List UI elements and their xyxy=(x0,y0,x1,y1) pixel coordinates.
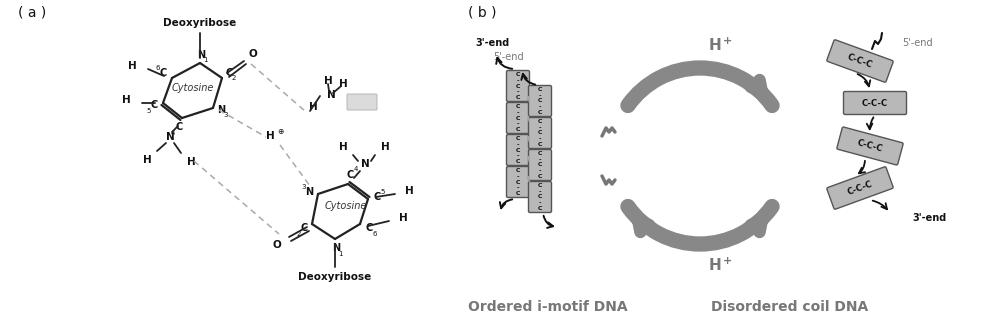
Text: C
-
C
-
C: C - C - C xyxy=(516,168,520,196)
Text: C
-
C
-
C: C - C - C xyxy=(516,136,520,164)
Text: C
-
C
-
C: C - C - C xyxy=(516,104,520,132)
Text: C: C xyxy=(365,223,373,233)
Text: Cytosine: Cytosine xyxy=(172,83,214,93)
Text: H: H xyxy=(143,155,151,165)
Text: 4: 4 xyxy=(171,130,175,136)
Text: H: H xyxy=(266,131,274,141)
FancyBboxPatch shape xyxy=(507,167,530,197)
FancyBboxPatch shape xyxy=(837,127,903,165)
Text: C-C-C: C-C-C xyxy=(846,179,874,197)
Text: 5'-end: 5'-end xyxy=(493,52,523,62)
FancyBboxPatch shape xyxy=(507,134,530,166)
Text: N: N xyxy=(361,159,369,169)
Text: 1: 1 xyxy=(338,251,342,257)
Text: ⊕: ⊕ xyxy=(277,126,283,135)
Text: 1: 1 xyxy=(203,57,207,63)
Text: H: H xyxy=(187,157,195,167)
FancyBboxPatch shape xyxy=(844,91,906,115)
Text: +: + xyxy=(723,256,733,266)
Text: 5'-end: 5'-end xyxy=(902,38,933,48)
Text: C
-
C
-
C: C - C - C xyxy=(538,151,542,179)
Text: H: H xyxy=(128,61,136,71)
Text: ( b ): ( b ) xyxy=(468,6,496,20)
Text: 4: 4 xyxy=(354,166,358,172)
Text: H: H xyxy=(339,142,347,152)
FancyBboxPatch shape xyxy=(528,150,552,180)
FancyBboxPatch shape xyxy=(528,117,552,149)
Text: N: N xyxy=(327,90,335,100)
Text: C
-
C
-
C: C - C - C xyxy=(516,72,520,100)
Text: Cytosine: Cytosine xyxy=(325,201,367,211)
FancyBboxPatch shape xyxy=(347,94,377,110)
Text: N: N xyxy=(166,132,174,142)
Text: C
-
C
-
C: C - C - C xyxy=(538,87,542,115)
Text: C-C-C: C-C-C xyxy=(846,52,874,70)
Text: Deoxyribose: Deoxyribose xyxy=(163,18,237,28)
Text: 3: 3 xyxy=(302,184,306,190)
Text: 3'-end: 3'-end xyxy=(475,38,509,48)
Text: H: H xyxy=(339,79,347,89)
Text: H: H xyxy=(709,39,721,54)
Text: C-C-C: C-C-C xyxy=(856,138,884,154)
Text: H: H xyxy=(399,213,407,223)
Text: H: H xyxy=(309,102,317,112)
FancyBboxPatch shape xyxy=(827,40,893,82)
Text: C: C xyxy=(150,100,158,110)
Text: 6: 6 xyxy=(156,65,160,71)
Text: Disordered coil DNA: Disordered coil DNA xyxy=(711,300,869,314)
Text: C: C xyxy=(300,223,308,233)
Text: N: N xyxy=(332,243,340,253)
Text: 3'-end: 3'-end xyxy=(912,213,946,223)
Text: N: N xyxy=(197,50,205,60)
Text: C: C xyxy=(346,170,354,180)
Text: H: H xyxy=(405,186,413,196)
Text: 2: 2 xyxy=(297,231,301,237)
Text: Deoxyribose: Deoxyribose xyxy=(298,272,372,282)
Text: C: C xyxy=(159,68,167,78)
Text: 6: 6 xyxy=(373,231,377,237)
FancyBboxPatch shape xyxy=(528,85,552,117)
FancyBboxPatch shape xyxy=(507,71,530,101)
Text: N: N xyxy=(217,105,225,115)
Text: Ordered i-motif DNA: Ordered i-motif DNA xyxy=(468,300,628,314)
Text: 5: 5 xyxy=(381,189,385,195)
Text: H: H xyxy=(324,76,332,86)
Text: C-C-C: C-C-C xyxy=(862,99,888,108)
Text: O: O xyxy=(273,240,281,250)
Text: N: N xyxy=(305,187,313,197)
Text: H: H xyxy=(709,258,721,273)
Text: C: C xyxy=(225,68,233,78)
FancyBboxPatch shape xyxy=(507,102,530,134)
Text: C
-
C
-
C: C - C - C xyxy=(538,119,542,147)
Text: 3: 3 xyxy=(224,112,228,118)
Text: C: C xyxy=(373,192,381,202)
Text: 5: 5 xyxy=(147,108,151,114)
Text: O: O xyxy=(249,49,257,59)
FancyBboxPatch shape xyxy=(827,167,893,209)
Text: 2: 2 xyxy=(232,75,236,81)
Text: ( a ): ( a ) xyxy=(18,6,46,20)
Text: H: H xyxy=(122,95,130,105)
Text: C: C xyxy=(175,122,183,132)
FancyBboxPatch shape xyxy=(528,181,552,213)
Text: C
-
C
-
C: C - C - C xyxy=(538,183,542,211)
Text: +: + xyxy=(723,36,733,46)
Text: H: H xyxy=(381,142,389,152)
